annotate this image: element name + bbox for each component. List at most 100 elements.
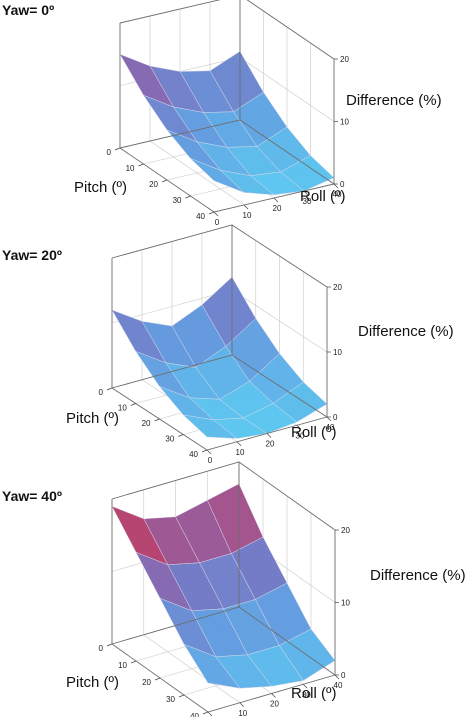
x-tick-label: 10 (118, 404, 127, 413)
tick-mark (178, 434, 184, 437)
z-tick-label: 0 (333, 413, 338, 422)
y-tick-label: 30 (296, 431, 305, 440)
y-tick-label: 10 (238, 709, 247, 717)
surface-plot (111, 276, 328, 439)
tick-mark (213, 211, 219, 217)
tick-mark (106, 643, 113, 647)
z-tick-label: 20 (340, 55, 349, 64)
y-tick-label: 20 (266, 440, 275, 449)
tick-mark (236, 441, 242, 446)
x-tick-label: 40 (196, 212, 205, 221)
tick-mark (106, 387, 113, 391)
chart-title: Yaw= 0º (2, 2, 54, 18)
tick-mark (154, 418, 160, 422)
x-tick-label: 20 (142, 678, 151, 687)
grid-line (149, 140, 245, 206)
z-tick-label: 20 (333, 283, 342, 292)
z-axis-label: Difference (%) (370, 567, 466, 584)
chart-title: Yaw= 40º (2, 488, 62, 504)
axis-line (119, 0, 241, 149)
x-tick-label: 30 (166, 695, 175, 704)
x-tick-label: 30 (173, 196, 182, 205)
z-tick-label: 0 (341, 671, 346, 680)
y-tick-label: 40 (326, 423, 335, 432)
y-axis-label: Roll (º) (291, 685, 336, 702)
tick-mark (303, 190, 309, 196)
tick-mark (243, 204, 249, 210)
x-axis-label: Pitch (º) (74, 179, 127, 196)
z-tick-label: 0 (340, 180, 345, 189)
tick-mark (138, 163, 144, 167)
y-axis-label: Roll (º) (291, 424, 336, 441)
tick-mark (178, 694, 185, 698)
x-tick-label: 10 (118, 661, 127, 670)
y-tick-label: 30 (303, 197, 312, 206)
x-axis-label: Pitch (º) (66, 674, 119, 691)
tick-mark (206, 449, 212, 455)
axis-line (111, 224, 233, 389)
y-tick-label: 0 (215, 218, 220, 227)
tick-mark (114, 147, 121, 151)
tick-mark (273, 197, 279, 203)
y-tick-label: 30 (302, 690, 311, 699)
x-tick-label: 20 (149, 180, 158, 189)
tick-mark (202, 711, 209, 715)
surface-patch (183, 643, 241, 689)
tick-mark (271, 693, 276, 698)
x-axis-label: Pitch (º) (66, 410, 119, 427)
z-axis-label: Difference (%) (346, 92, 442, 109)
tick-mark (239, 702, 244, 707)
z-tick-label: 20 (341, 526, 350, 535)
x-tick-label: 20 (142, 419, 151, 428)
y-tick-label: 10 (236, 448, 245, 457)
surface-plot (119, 50, 335, 196)
y-axis-label: Roll (º) (300, 188, 345, 205)
tick-mark (130, 660, 137, 664)
tick-mark (333, 183, 339, 189)
surface-patch (190, 158, 245, 193)
y-tick-label: 40 (334, 681, 343, 690)
chart-title: Yaw= 20º (2, 247, 62, 263)
z-tick-label: 10 (340, 118, 349, 127)
y-tick-label: 20 (270, 700, 279, 709)
tick-mark (296, 425, 302, 430)
tick-mark (326, 416, 332, 422)
y-tick-label: 10 (243, 211, 252, 220)
y-tick-label: 40 (333, 190, 342, 199)
grid-line (111, 224, 328, 288)
tick-mark (161, 179, 168, 183)
x-tick-label: 0 (99, 644, 104, 653)
tick-mark (201, 449, 208, 453)
grid-line (143, 634, 240, 703)
surface-plot (111, 483, 336, 689)
x-tick-label: 40 (190, 712, 199, 717)
z-axis-label: Difference (%) (358, 323, 454, 340)
tick-mark (185, 195, 191, 199)
x-tick-label: 40 (189, 450, 198, 459)
z-tick-label: 10 (333, 348, 342, 357)
surface-patch (182, 414, 238, 439)
tick-mark (266, 433, 272, 438)
y-tick-label: 20 (273, 204, 282, 213)
tick-mark (207, 711, 213, 717)
y-tick-label: 0 (208, 456, 213, 465)
tick-mark (303, 684, 308, 689)
x-tick-label: 0 (99, 388, 104, 397)
x-tick-label: 0 (107, 148, 112, 157)
tick-mark (130, 403, 136, 406)
z-tick-label: 10 (341, 599, 350, 608)
tick-mark (154, 677, 161, 681)
tick-mark (334, 674, 340, 680)
grid-line (119, 0, 335, 60)
tick-mark (208, 211, 215, 215)
axis-line (111, 461, 240, 645)
x-tick-label: 10 (126, 164, 135, 173)
x-tick-label: 30 (165, 435, 174, 444)
